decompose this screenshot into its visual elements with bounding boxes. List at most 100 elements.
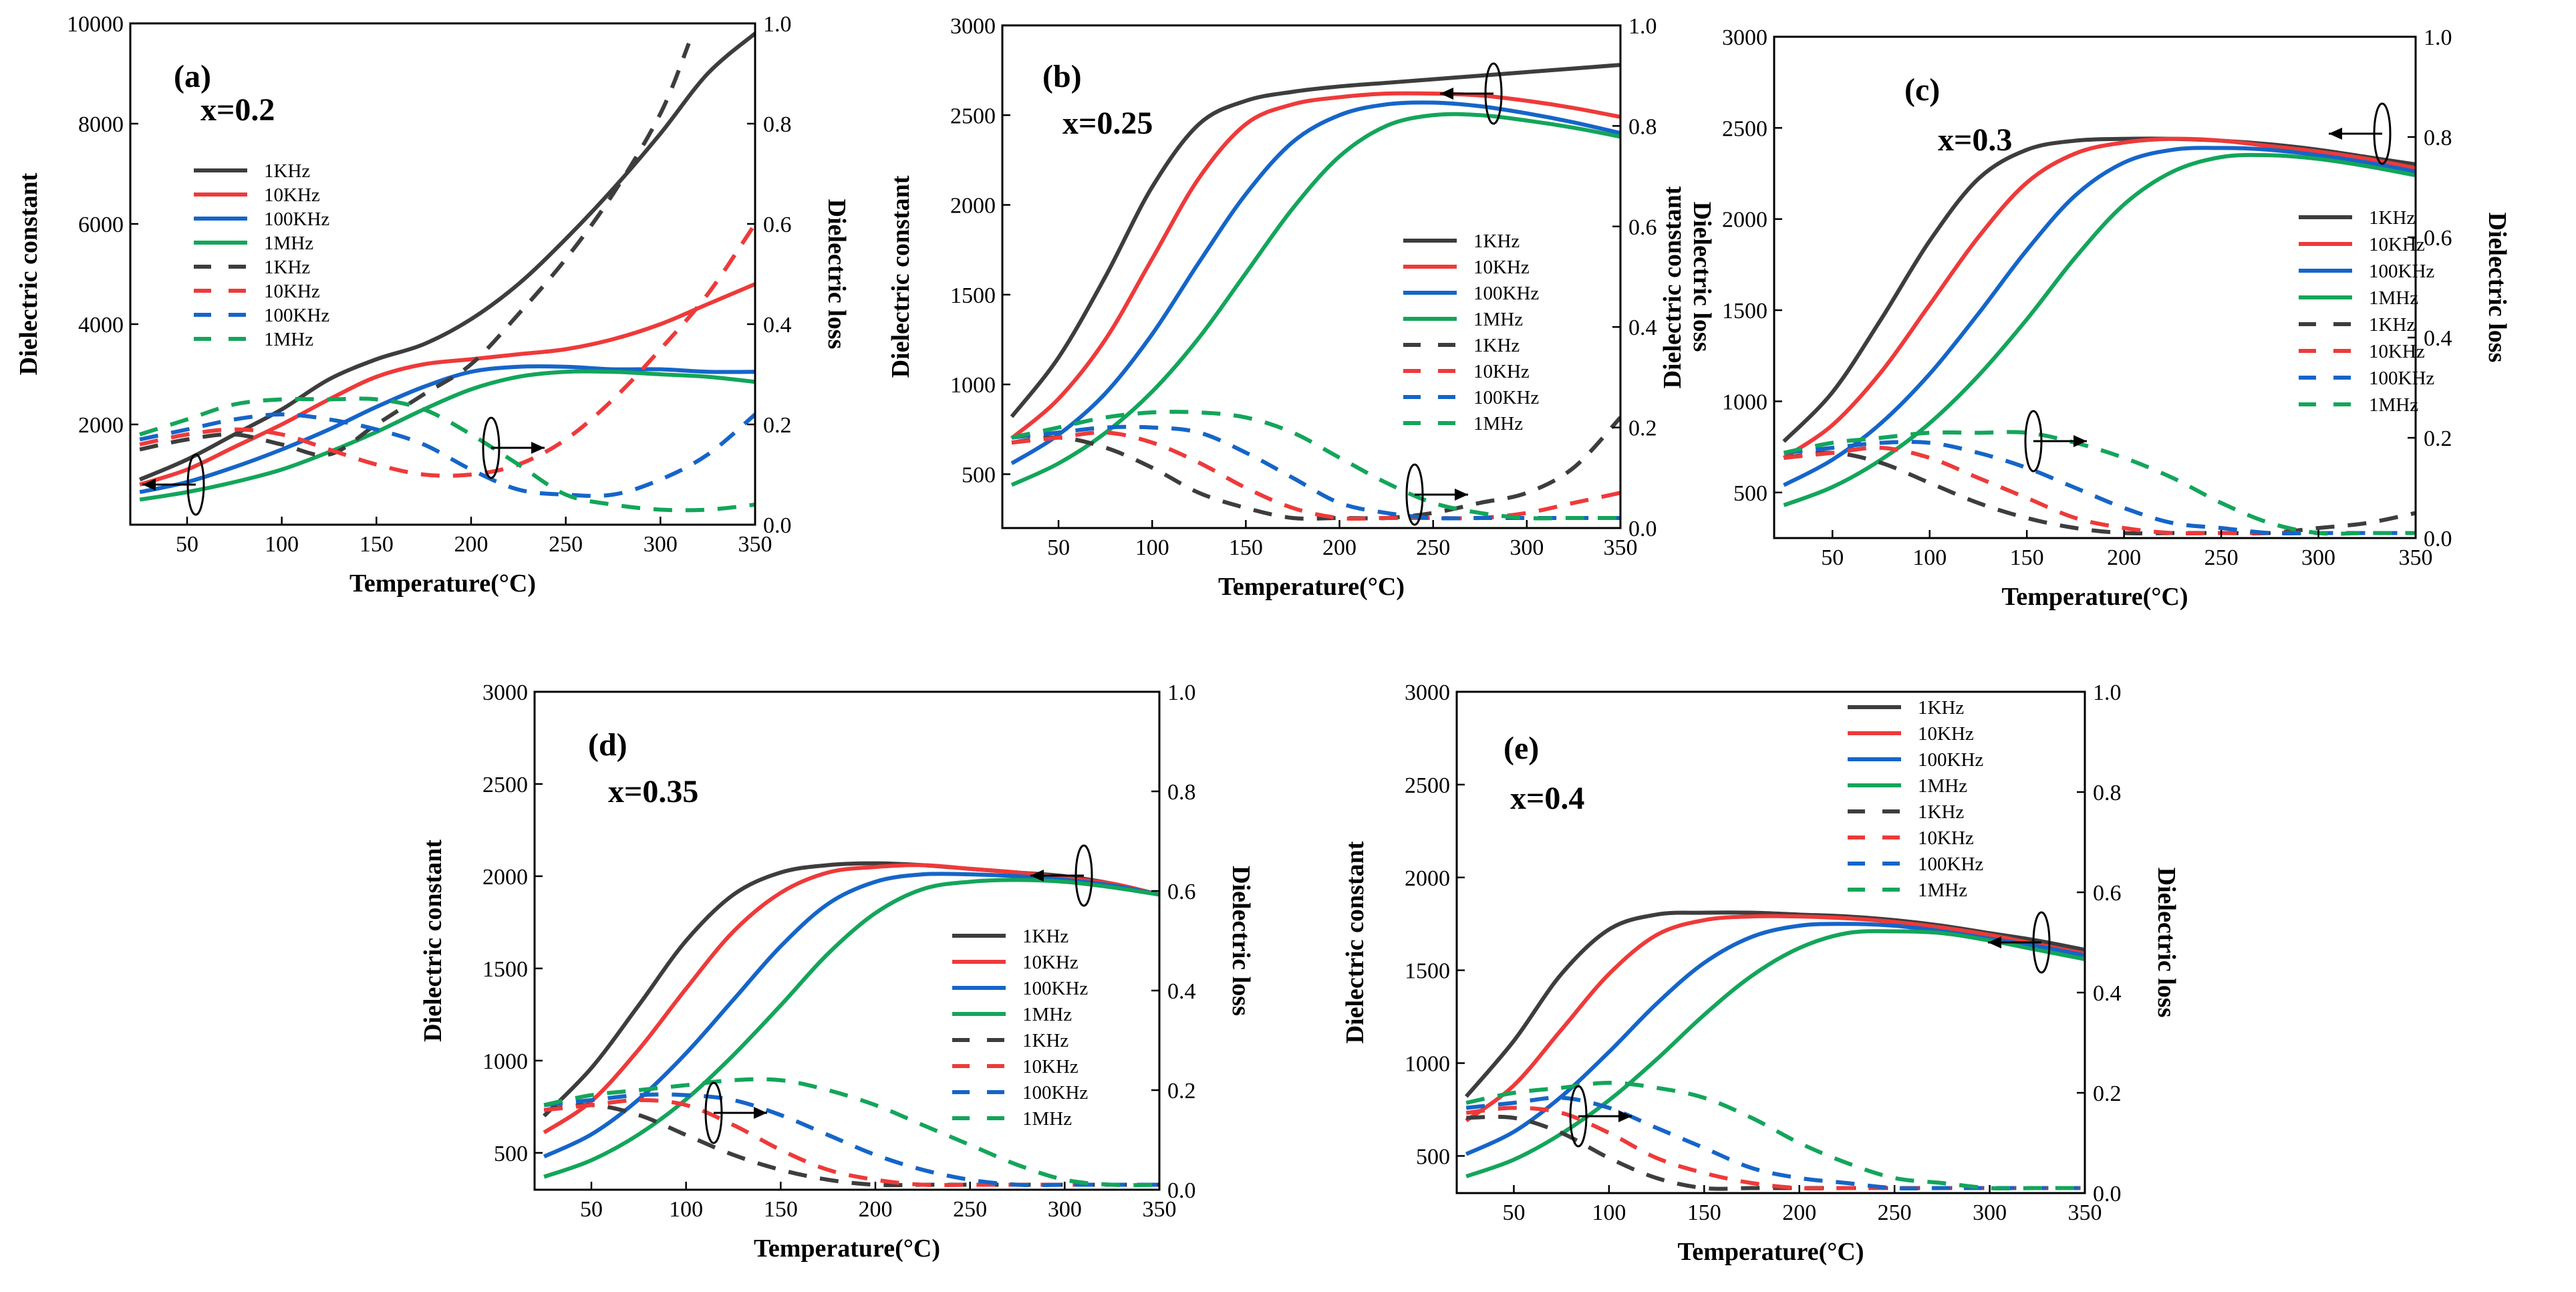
panel-letter: (a) <box>174 59 211 94</box>
y2-tick-label: 0.8 <box>1628 114 1657 139</box>
series-100khz-constant-line <box>1010 100 1620 465</box>
y2-tick-label: 0.8 <box>1167 780 1196 805</box>
y2-tick-label: 0.4 <box>763 313 792 338</box>
y2-tick-label: 0.6 <box>1628 215 1657 240</box>
y2-tick-label: 0.6 <box>2424 226 2452 251</box>
legend-entry: 100KHz <box>1473 387 1539 408</box>
series-group <box>1782 136 2416 536</box>
series-1mhz-loss-line <box>543 1077 1159 1188</box>
y2-axis-label: Dielectric loss <box>2152 868 2180 1018</box>
y2-tick-label: 0.2 <box>763 413 792 438</box>
series-10khz-constant-line <box>139 282 755 487</box>
arrow-icon <box>2073 435 2087 447</box>
legend-entry: 1KHz <box>1918 801 1964 823</box>
plot-frame <box>1455 690 2086 1194</box>
y-axis-label: Dielectric constant <box>1341 841 1369 1043</box>
series-100khz-constant-line <box>1783 146 2416 487</box>
x-axis-label: Temperature(°C) <box>754 1235 940 1263</box>
x-tick-label: 300 <box>643 532 678 557</box>
panel-c: 50 100 150 200 250 300 350 500 1000 1500 2000 2500 3… <box>1659 25 2511 611</box>
x-tick-label: 300 <box>1048 1197 1082 1222</box>
legend-entry: 1MHz <box>2369 394 2418 416</box>
arrow-icon <box>1030 870 1044 882</box>
y-tick-label: 6000 <box>78 213 124 237</box>
x-tick-label: 100 <box>669 1197 703 1222</box>
x-tick-label: 350 <box>2068 1200 2102 1225</box>
legend-entry: 100KHz <box>1918 854 1983 875</box>
y2-tick-label: 0.8 <box>763 112 792 137</box>
series-1mhz-constant-line <box>139 369 755 502</box>
y2-tick-label: 1.0 <box>763 12 792 37</box>
y-tick-label: 1500 <box>1405 959 1450 984</box>
y2-tick-label: 0.8 <box>2093 781 2122 805</box>
legend-entry: 100KHz <box>2369 368 2434 389</box>
y2-tick-label: 0.6 <box>763 213 792 237</box>
y-tick-label: 500 <box>1416 1144 1450 1169</box>
legend-entry: 1KHz <box>264 257 310 278</box>
series-10khz-constant-line <box>1465 914 2085 1123</box>
series-10khz-loss-line <box>543 1097 1159 1188</box>
panel-a: 50 100 150 200 250 300 350 2000 4000 6000 8000 1000… <box>15 12 851 598</box>
arrow-icon <box>531 442 545 454</box>
y-tick-label: 1000 <box>482 1049 528 1074</box>
composition-label: x=0.2 <box>200 92 275 128</box>
legend-entry: 1MHz <box>1473 413 1523 434</box>
x-tick-label: 50 <box>1502 1200 1525 1225</box>
x-tick-label: 350 <box>1604 535 1638 560</box>
plot-frame <box>1773 35 2417 539</box>
legend-entry: 1MHz <box>264 233 313 254</box>
legend-entry: 10KHz <box>1022 952 1079 973</box>
x-tick-label: 50 <box>1821 545 1844 570</box>
y2-tick-label: 1.0 <box>1167 680 1196 705</box>
y-tick-label: 1000 <box>1722 390 1767 414</box>
series-1khz-loss-line <box>1466 1114 2085 1191</box>
x-axis-label: Temperature(°C) <box>349 569 536 598</box>
series-1khz-loss-line <box>1783 450 2416 536</box>
x-tick-label: 100 <box>1912 545 1947 570</box>
x-tick-label: 200 <box>1322 535 1356 560</box>
series-1khz-constant-line <box>1010 63 1620 418</box>
series-1mhz-loss-line <box>1783 430 2416 536</box>
x-tick-label: 100 <box>1592 1200 1626 1225</box>
x-tick-label: 350 <box>2399 545 2433 570</box>
legend-entry: 1KHz <box>1022 926 1068 947</box>
legend-entry: 1KHz <box>1473 231 1520 252</box>
legend-entry: 100KHz <box>1022 1082 1088 1104</box>
legend-entry: 100KHz <box>1918 749 1983 771</box>
y2-tick-label: 0.2 <box>2424 426 2452 451</box>
y2-axis-label: Dielectric loss <box>823 199 851 350</box>
y2-tick-label: 0.4 <box>2093 981 2122 1006</box>
y-tick-label: 2000 <box>78 413 124 438</box>
series-100khz-loss-line <box>1465 1095 2085 1191</box>
series-1mhz-loss-line <box>1011 410 1620 521</box>
series-10khz-loss-line <box>139 223 755 478</box>
x-tick-label: 200 <box>2107 545 2141 570</box>
y2-tick-label: 1.0 <box>2093 680 2122 705</box>
x-tick-label: 350 <box>1143 1197 1177 1222</box>
y2-tick-label: 0.4 <box>1167 979 1196 1004</box>
y-tick-label: 3000 <box>950 14 996 39</box>
arrow-icon <box>1440 88 1453 100</box>
y-tick-label: 3000 <box>1722 25 1767 50</box>
legend-entry: 1KHz <box>1022 1030 1068 1051</box>
y-tick-label: 3000 <box>1405 680 1450 705</box>
series-1khz-loss-line <box>1011 416 1620 521</box>
series-1khz-constant-line <box>1782 136 2416 443</box>
y-tick-label: 2000 <box>1722 208 1767 233</box>
y-tick-label: 500 <box>962 463 996 487</box>
y2-tick-label: 0.2 <box>2093 1081 2122 1106</box>
legend-entry: 100KHz <box>264 209 329 230</box>
x-tick-label: 150 <box>360 532 394 557</box>
y2-tick-label: 0.8 <box>2424 126 2452 150</box>
plot-frame <box>129 22 756 526</box>
y2-axis-label: Dielectric loss <box>1688 202 1716 352</box>
series-10khz-constant-line <box>1010 91 1620 440</box>
y-tick-label: 2500 <box>950 104 996 128</box>
series-10khz-loss-line <box>1465 1106 2085 1191</box>
x-tick-label: 150 <box>1229 535 1263 560</box>
y2-tick-label: 0.4 <box>2424 326 2452 351</box>
legend-entry: 1KHz <box>2369 207 2415 229</box>
